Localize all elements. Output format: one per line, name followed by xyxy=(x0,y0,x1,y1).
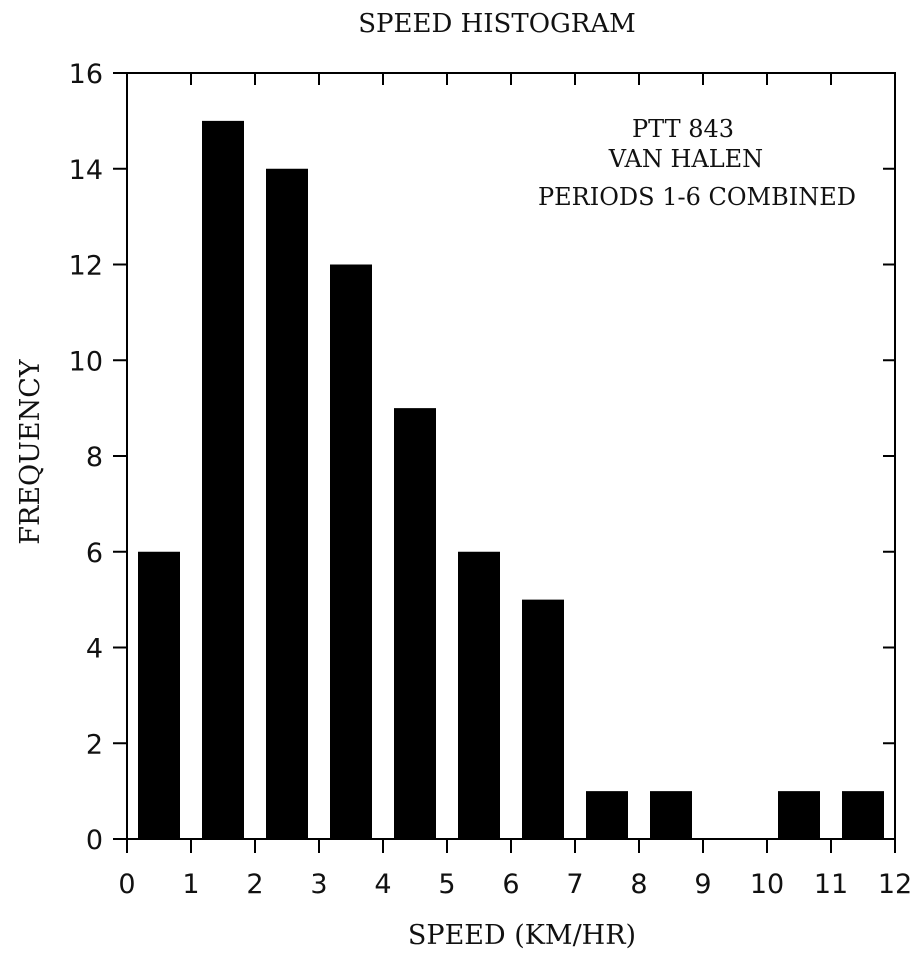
bars xyxy=(138,120,884,839)
x-tick-label: 1 xyxy=(182,869,199,900)
y-tick-label: 8 xyxy=(86,442,103,473)
bar xyxy=(650,791,692,839)
y-tick-label: 2 xyxy=(86,729,103,760)
x-tick-label: 0 xyxy=(118,869,135,900)
y-axis-label: FREQUENCY xyxy=(15,358,46,545)
y-tick-label: 10 xyxy=(69,346,103,377)
x-tick-label: 4 xyxy=(374,869,391,900)
x-tick-label: 12 xyxy=(878,869,912,900)
x-tick-label: 3 xyxy=(310,869,327,900)
y-tick-label: 16 xyxy=(69,59,103,90)
y-tick-labels: 0 2 4 6 8 10 12 14 16 xyxy=(69,59,103,856)
x-tick-label: 10 xyxy=(750,869,784,900)
y-tick-label: 6 xyxy=(86,538,103,569)
bar xyxy=(394,408,436,839)
bar xyxy=(586,791,628,839)
x-tick-label: 11 xyxy=(814,869,848,900)
bar xyxy=(202,120,244,839)
annotation-line-3: PERIODS 1-6 COMBINED xyxy=(538,183,856,211)
y-tick-label: 14 xyxy=(69,155,103,186)
bar xyxy=(138,551,180,839)
y-tick-label: 12 xyxy=(69,251,103,282)
y-tick-label: 4 xyxy=(86,634,103,665)
x-tick-label: 6 xyxy=(502,869,519,900)
y-tick-label: 0 xyxy=(86,825,103,856)
bar xyxy=(522,599,564,839)
chart-title: SPEED HISTOGRAM xyxy=(358,9,636,39)
x-tick-label: 2 xyxy=(246,869,263,900)
annotation-line-2: VAN HALEN xyxy=(608,145,763,173)
x-tick-label: 5 xyxy=(438,869,455,900)
bar xyxy=(458,551,500,839)
bar xyxy=(266,168,308,839)
x-axis-label: SPEED (KM/HR) xyxy=(408,920,636,951)
x-tick-label: 9 xyxy=(694,869,711,900)
annotation-line-1: PTT 843 xyxy=(632,115,734,143)
bar xyxy=(330,264,372,839)
x-tick-label: 7 xyxy=(566,869,583,900)
axes xyxy=(113,72,896,853)
bar xyxy=(778,791,820,839)
annotation-block: PTT 843 VAN HALEN PERIODS 1-6 COMBINED xyxy=(538,115,856,211)
x-tick-labels: 0 1 2 3 4 5 6 7 8 9 10 11 12 xyxy=(118,869,912,900)
bar xyxy=(842,791,884,839)
x-tick-label: 8 xyxy=(630,869,647,900)
